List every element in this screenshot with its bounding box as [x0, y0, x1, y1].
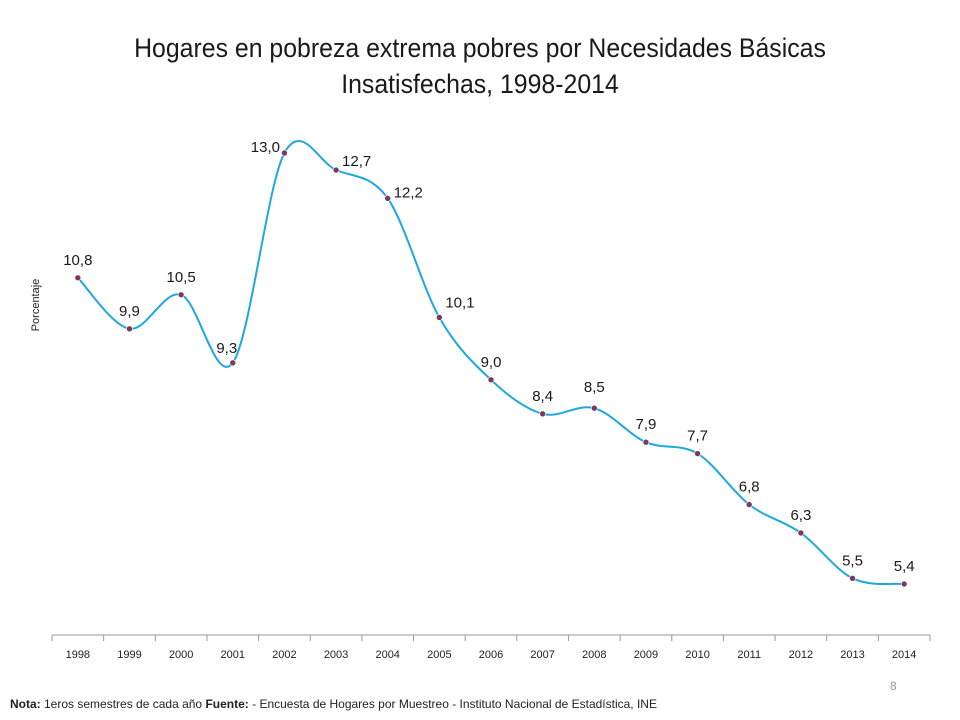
- data-label-2003: 12,7: [342, 153, 371, 170]
- data-label-2002: 13,0: [251, 139, 280, 156]
- footnote-fuente-label: Fuente:: [205, 697, 249, 711]
- x-tick-label-2000: 2000: [169, 649, 193, 661]
- x-tick-label-2013: 2013: [840, 649, 864, 661]
- data-point-2008: [590, 404, 598, 412]
- data-label-2005: 10,1: [445, 294, 474, 311]
- x-tick-label-2014: 2014: [892, 649, 916, 661]
- x-tick-label-2011: 2011: [737, 649, 761, 661]
- data-label-1998: 10,8: [63, 252, 92, 269]
- x-tick-label-2008: 2008: [582, 649, 606, 661]
- x-tick-label-1998: 1998: [66, 649, 90, 661]
- data-point-2011: [745, 501, 753, 508]
- data-label-2014: 5,4: [894, 558, 915, 575]
- footnote-nota-label: Nota:: [10, 697, 41, 711]
- data-label-2004: 12,2: [394, 184, 423, 201]
- footnote-nota-text: 1eros semestres de cada año: [40, 697, 206, 711]
- footnote-fuente-text: - Encuesta de Hogares por Muestreo - Ins…: [248, 697, 657, 711]
- data-label-2009: 7,9: [636, 416, 657, 433]
- data-point-2013: [849, 575, 856, 582]
- data-label-2008: 8,5: [584, 379, 605, 396]
- data-label-1999: 9,9: [119, 303, 140, 320]
- data-point-2001: [229, 359, 237, 367]
- x-tick-label-2007: 2007: [530, 649, 554, 661]
- data-label-2012: 6,3: [790, 507, 811, 524]
- data-point-2000: [177, 291, 185, 299]
- data-label-2006: 9,0: [481, 354, 502, 371]
- data-point-1998: [74, 274, 82, 282]
- x-tick-label-2003: 2003: [324, 649, 348, 661]
- x-tick-label-2012: 2012: [789, 649, 813, 661]
- data-point-2007: [539, 410, 546, 418]
- data-point-2009: [642, 438, 650, 446]
- x-tick-label-2001: 2001: [221, 649, 245, 661]
- x-tick-label-2010: 2010: [685, 649, 709, 661]
- data-point-2014: [900, 580, 908, 588]
- data-point-2003: [332, 166, 340, 174]
- chart-title: Hogares en pobreza extrema pobres por Ne…: [38, 30, 921, 102]
- chart-title-line-2: Insatisfechas, 1998-2014: [341, 69, 619, 99]
- chart-title-line-1: Hogares en pobreza extrema pobres por Ne…: [134, 33, 826, 63]
- data-label-2001: 9,3: [216, 340, 237, 357]
- x-tick-label-1999: 1999: [117, 649, 141, 661]
- data-point-2010: [694, 450, 701, 457]
- data-label-2000: 10,5: [167, 269, 196, 286]
- data-point-2005: [436, 314, 443, 321]
- data-point-2004: [384, 195, 392, 202]
- data-point-2002: [281, 149, 288, 157]
- data-label-2013: 5,5: [842, 552, 863, 569]
- x-tick-label-2006: 2006: [479, 649, 503, 661]
- data-label-2007: 8,4: [532, 388, 553, 405]
- x-tick-label-2005: 2005: [427, 649, 451, 661]
- x-tick-label-2009: 2009: [634, 649, 658, 661]
- x-tick-label-2002: 2002: [272, 649, 296, 661]
- page-number: 8: [890, 679, 897, 693]
- footnote: Nota: 1eros semestres de cada año Fuente…: [10, 697, 657, 711]
- data-label-2010: 7,7: [687, 428, 708, 445]
- x-tick-label-2004: 2004: [375, 649, 399, 661]
- data-point-1999: [126, 325, 133, 333]
- data-label-2011: 6,8: [739, 479, 760, 496]
- data-point-2012: [797, 529, 805, 537]
- data-point-2006: [487, 376, 495, 384]
